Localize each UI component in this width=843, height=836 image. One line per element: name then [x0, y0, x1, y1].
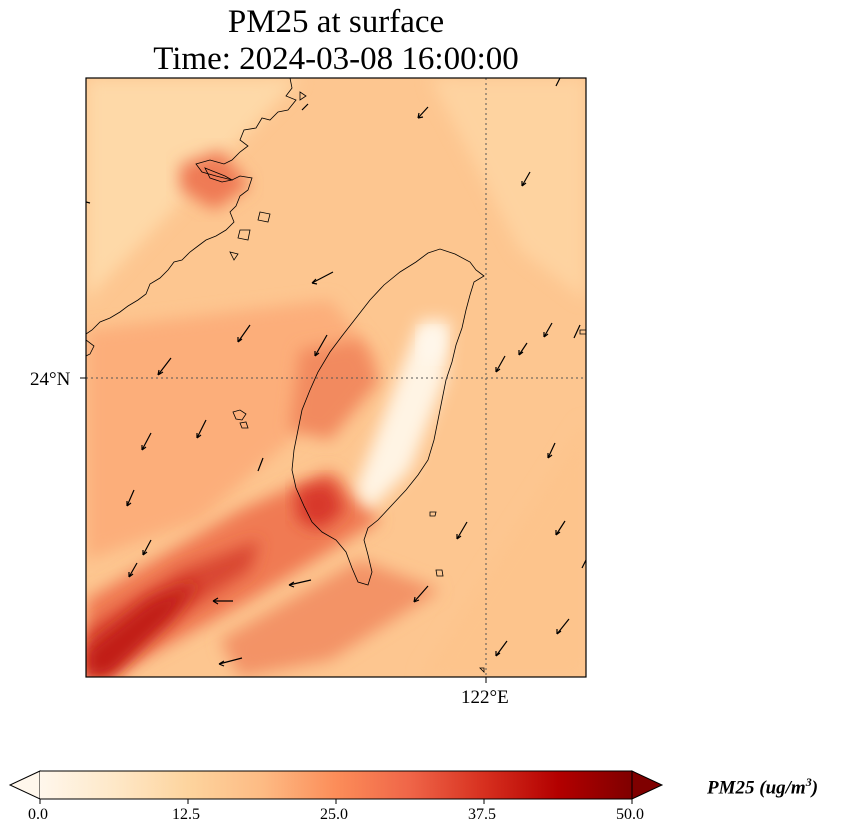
colorbar	[8, 770, 664, 804]
colorbar-title-text: PM25 (ug/m	[707, 777, 806, 799]
coastlines	[86, 78, 586, 673]
map-title: PM25 at surface	[227, 4, 445, 40]
lat-label: 24°N	[30, 369, 71, 390]
colorbar-tick-0: 0.0	[28, 806, 48, 823]
colorbar-title-exponent: 3	[805, 775, 812, 789]
gridlines	[86, 78, 586, 677]
colorbar-tick-4: 50.0	[616, 806, 644, 823]
colorbar-title-close: )	[811, 777, 819, 799]
colorbar-tick-3: 37.5	[468, 806, 496, 823]
taiwan-coastline	[291, 248, 485, 586]
colorbar-title: PM25 (ug/m3)	[707, 775, 818, 799]
wind-vectors	[86, 78, 586, 667]
china-coastline	[86, 78, 297, 335]
lon-label: 122°E	[461, 687, 509, 708]
colorbar-tick-1: 12.5	[172, 806, 200, 823]
map-time: Time: 2024-03-08 16:00:00	[153, 41, 519, 77]
colorbar-tick-2: 25.0	[320, 806, 348, 823]
